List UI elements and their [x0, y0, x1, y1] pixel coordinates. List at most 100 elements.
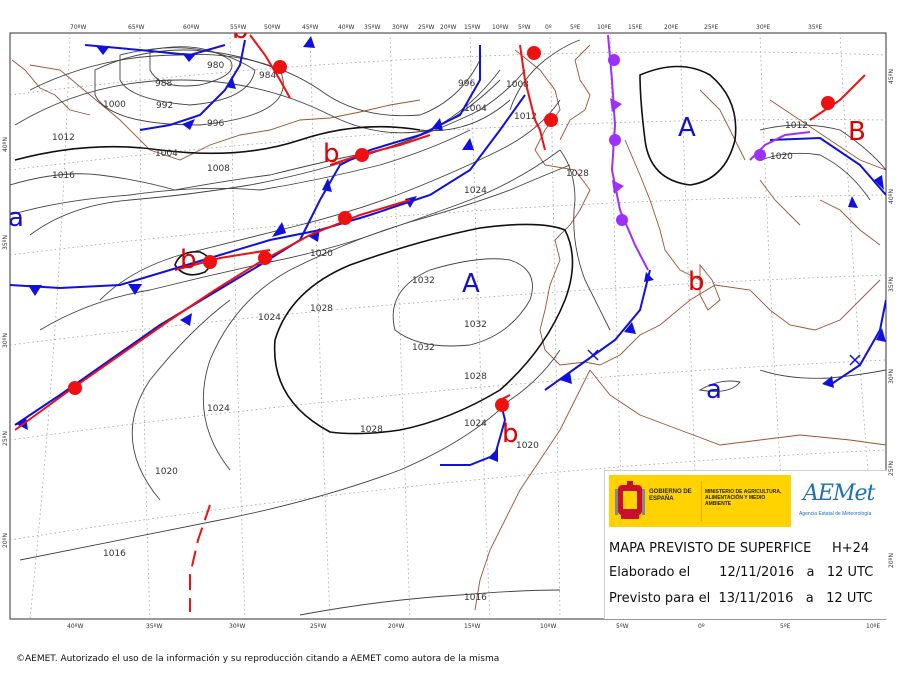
lon-label: 60ºW [183, 24, 199, 31]
lon-label: 10ºE [866, 623, 880, 630]
lon-label: 15ºW [464, 623, 480, 630]
aemet-wordmark: AEMet [803, 481, 875, 506]
valid-date: Previsto para el 13/11/2016 a 12 UTC [609, 591, 873, 606]
lon-label: 0º [698, 623, 705, 630]
lon-label: 70ºW [70, 24, 86, 31]
isobar-label: 1008 [207, 164, 230, 174]
system-markers [587, 349, 861, 366]
isobar-label: 1020 [310, 249, 333, 259]
lon-label: 25ºW [310, 623, 326, 630]
coastlines [11, 44, 886, 611]
ministry-label: MINISTERIO DE AGRICULTURA, ALIMENTACIÓN … [705, 489, 782, 507]
lon-label: 20ºE [664, 24, 678, 31]
coat-of-arms-icon [615, 481, 645, 519]
isobar-label: 984 [259, 71, 276, 81]
aemet-subtitle: Agencia Estatal de Meteorología [799, 511, 872, 517]
lat-label: 20ºN [2, 533, 9, 548]
lon-label: 10ºW [492, 24, 508, 31]
bottom-longitude-labels: 40ºW 35ºW 30ºW 25ºW 20ºW 15ºW 10ºW 5ºW 0… [67, 623, 880, 630]
isobar-label: 1024 [207, 404, 230, 414]
isobar-label: 1028 [310, 304, 333, 314]
map-title: MAPA PREVISTO DE SUPERFICE H+24 [609, 541, 870, 556]
isobar-label: 996 [458, 79, 475, 89]
lon-label: 5ºE [570, 24, 581, 31]
isobar-label: 1028 [360, 425, 383, 435]
isobar-label: 1004 [155, 149, 178, 159]
government-logo-block: GOBIERNO DE ESPAÑA MINISTERIO DE AGRICUL… [609, 475, 791, 527]
isobar-label: 1032 [464, 320, 487, 330]
high-center: A [678, 113, 696, 143]
lon-label: 5ºW [518, 24, 531, 31]
isobar-label: 996 [207, 119, 224, 129]
low-center: b [323, 139, 340, 169]
logo-divider [701, 481, 702, 521]
right-latitude-labels: 45ºN 40ºN 35ºN 30ºN 25ºN 20ºN [888, 69, 895, 568]
isobar-label: 1032 [412, 343, 435, 353]
isobar-label: 1016 [52, 171, 75, 181]
low-center: b [688, 267, 705, 297]
lon-label: 15ºE [628, 24, 642, 31]
lat-label: 35ºN [2, 235, 9, 250]
lon-label: 20ºW [440, 24, 456, 31]
lon-label: 50ºW [264, 24, 280, 31]
isobar-label: 1016 [464, 593, 487, 603]
lon-label: 25ºE [704, 24, 718, 31]
thick-isobars [14, 65, 737, 435]
isobar-label: 1020 [155, 467, 178, 477]
aemet-logo: AEMet Agencia Estatal de Meteorología [793, 475, 883, 527]
copyright-footer: ©AEMET. Autorizado el uso de la informac… [16, 654, 500, 664]
high-center: A [462, 269, 480, 299]
top-longitude-labels: 70ºW 65ºW 60ºW 55ºW 50ºW 45ºW 40ºW 35ºW … [70, 24, 822, 31]
pressure-centers: b b b b b A A B a a [10, 15, 866, 449]
isobar-label: 1012 [52, 133, 75, 143]
lat-label: 25ºN [888, 461, 895, 476]
isobar-label: 1032 [412, 276, 435, 286]
lon-label: 55ºW [230, 24, 246, 31]
map-legend: GOBIERNO DE ESPAÑA MINISTERIO DE AGRICUL… [604, 470, 887, 619]
isobar-label: 1020 [516, 441, 539, 451]
lon-label: 10ºW [540, 623, 556, 630]
isobar-label: 1024 [464, 186, 487, 196]
lon-label: 65ºW [128, 24, 144, 31]
lat-label: 20ºN [888, 553, 895, 568]
isobar-label: 1016 [103, 549, 126, 559]
isobar-label: 1028 [566, 169, 589, 179]
isobar-label: 1000 [103, 100, 126, 110]
lon-label: 45ºW [302, 24, 318, 31]
lon-label: 5ºW [616, 623, 629, 630]
lon-label: 35ºW [146, 623, 162, 630]
lon-label: 30ºE [756, 24, 770, 31]
lat-label: 40ºN [2, 137, 9, 152]
lat-label: 25ºN [2, 431, 9, 446]
lon-label: 0º [545, 24, 552, 31]
lat-label: 45ºN [888, 69, 895, 84]
low-center: b [232, 15, 249, 45]
isobar-label: 1012 [514, 112, 537, 122]
lon-label: 15ºW [464, 24, 480, 31]
lon-label: 25ºW [418, 24, 434, 31]
lon-label: 30ºW [392, 24, 408, 31]
issued-date: Elaborado el 12/11/2016 a 12 UTC [609, 565, 874, 580]
isobar-label: 1028 [464, 372, 487, 382]
isobar-label: 980 [207, 61, 224, 71]
left-latitude-labels: 40ºN 35ºN 30ºN 25ºN 20ºN [2, 137, 9, 548]
warm-front-bumps [68, 46, 835, 412]
lat-label: 35ºN [888, 277, 895, 292]
isobar-label: 1024 [464, 419, 487, 429]
low-center: B [848, 117, 866, 147]
lon-label: 10ºE [597, 24, 611, 31]
low-center: b [180, 245, 197, 275]
lon-label: 20ºW [388, 623, 404, 630]
lon-label: 40ºW [338, 24, 354, 31]
lon-label: 35ºE [808, 24, 822, 31]
lat-label: 40ºN [888, 189, 895, 204]
isobar-labels: 980 984 988 992 996 1000 1004 1008 1012 … [52, 61, 808, 603]
isobar-label: 1004 [464, 104, 487, 114]
government-label: GOBIERNO DE ESPAÑA [649, 489, 692, 502]
isobar-label: 988 [155, 79, 172, 89]
lon-label: 35ºW [364, 24, 380, 31]
isobar-label: 1012 [785, 121, 808, 131]
lat-label: 30ºN [2, 333, 9, 348]
isobar-label: 1020 [770, 152, 793, 162]
